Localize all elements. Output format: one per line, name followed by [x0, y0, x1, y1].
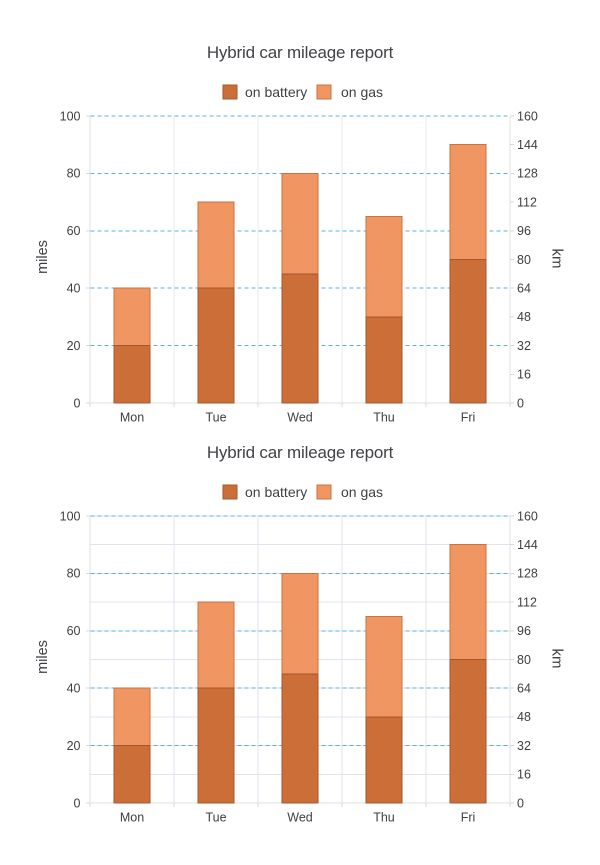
- svg-text:Thu: Thu: [373, 410, 395, 424]
- svg-text:16: 16: [517, 768, 531, 782]
- svg-text:Mon: Mon: [120, 810, 144, 824]
- svg-text:on battery: on battery: [245, 484, 307, 500]
- svg-text:Hybrid car mileage report: Hybrid car mileage report: [207, 43, 394, 62]
- svg-text:Thu: Thu: [373, 810, 395, 824]
- svg-text:160: 160: [517, 509, 538, 523]
- svg-text:144: 144: [517, 538, 538, 552]
- svg-text:96: 96: [517, 624, 531, 638]
- svg-text:112: 112: [517, 595, 537, 609]
- svg-text:160: 160: [517, 109, 538, 123]
- svg-text:km: km: [549, 249, 566, 269]
- svg-text:48: 48: [517, 310, 531, 324]
- svg-text:100: 100: [60, 109, 81, 123]
- svg-text:Fri: Fri: [461, 810, 476, 824]
- svg-text:on gas: on gas: [341, 484, 383, 500]
- svg-text:16: 16: [517, 368, 531, 382]
- svg-text:48: 48: [517, 710, 531, 724]
- svg-text:64: 64: [517, 682, 531, 696]
- svg-text:128: 128: [517, 167, 538, 181]
- svg-text:miles: miles: [35, 240, 51, 274]
- svg-text:60: 60: [67, 224, 81, 238]
- svg-text:miles: miles: [35, 640, 51, 674]
- svg-text:Hybrid car mileage report: Hybrid car mileage report: [207, 443, 394, 462]
- svg-text:60: 60: [67, 624, 81, 638]
- svg-text:0: 0: [517, 796, 524, 810]
- svg-text:40: 40: [67, 682, 81, 696]
- svg-text:32: 32: [517, 739, 531, 753]
- svg-text:20: 20: [67, 339, 81, 353]
- svg-text:Fri: Fri: [461, 410, 476, 424]
- svg-text:Tue: Tue: [205, 810, 226, 824]
- svg-text:20: 20: [67, 739, 81, 753]
- svg-text:128: 128: [517, 567, 538, 581]
- svg-text:0: 0: [74, 796, 81, 810]
- svg-text:Wed: Wed: [287, 810, 313, 824]
- svg-text:Mon: Mon: [120, 410, 144, 424]
- svg-text:144: 144: [517, 138, 538, 152]
- svg-text:0: 0: [517, 396, 524, 410]
- svg-text:Tue: Tue: [205, 410, 226, 424]
- svg-text:80: 80: [67, 567, 81, 581]
- svg-text:96: 96: [517, 224, 531, 238]
- svg-text:80: 80: [517, 253, 531, 267]
- svg-text:112: 112: [517, 195, 537, 209]
- svg-text:km: km: [549, 649, 566, 669]
- svg-text:on battery: on battery: [245, 84, 307, 100]
- svg-text:32: 32: [517, 339, 531, 353]
- svg-text:on gas: on gas: [341, 84, 383, 100]
- svg-text:64: 64: [517, 282, 531, 296]
- svg-text:40: 40: [67, 282, 81, 296]
- svg-text:0: 0: [74, 396, 81, 410]
- svg-text:Wed: Wed: [287, 410, 313, 424]
- svg-text:80: 80: [517, 653, 531, 667]
- svg-text:80: 80: [67, 167, 81, 181]
- svg-text:100: 100: [60, 509, 81, 523]
